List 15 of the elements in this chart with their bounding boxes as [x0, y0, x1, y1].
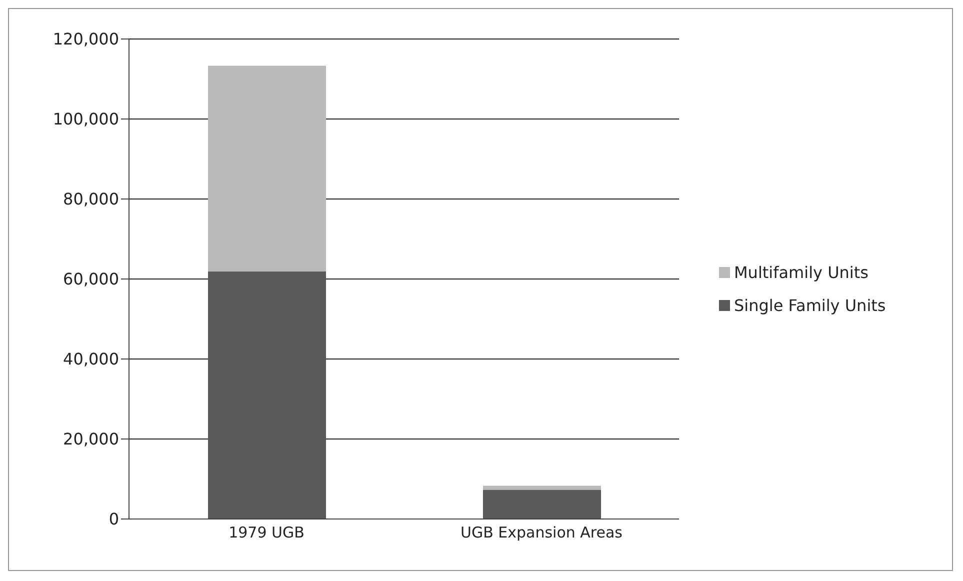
bar — [483, 486, 601, 490]
y-tick-label: 40,000 — [63, 350, 119, 369]
bar — [208, 66, 326, 272]
y-tick-label: 100,000 — [52, 110, 119, 129]
x-tick-label: 1979 UGB — [228, 524, 304, 542]
x-tick-label: UGB Expansion Areas — [460, 524, 623, 542]
bar — [208, 271, 326, 519]
y-tick-label: 0 — [108, 510, 119, 529]
bar — [483, 490, 601, 519]
legend-label: Single Family Units — [734, 296, 886, 315]
y-tick-label: 80,000 — [63, 190, 119, 209]
legend-label: Multifamily Units — [734, 263, 868, 282]
y-tick-label: 20,000 — [63, 430, 119, 449]
y-tick-label: 120,000 — [52, 30, 119, 49]
y-tick-label: 60,000 — [63, 270, 119, 289]
